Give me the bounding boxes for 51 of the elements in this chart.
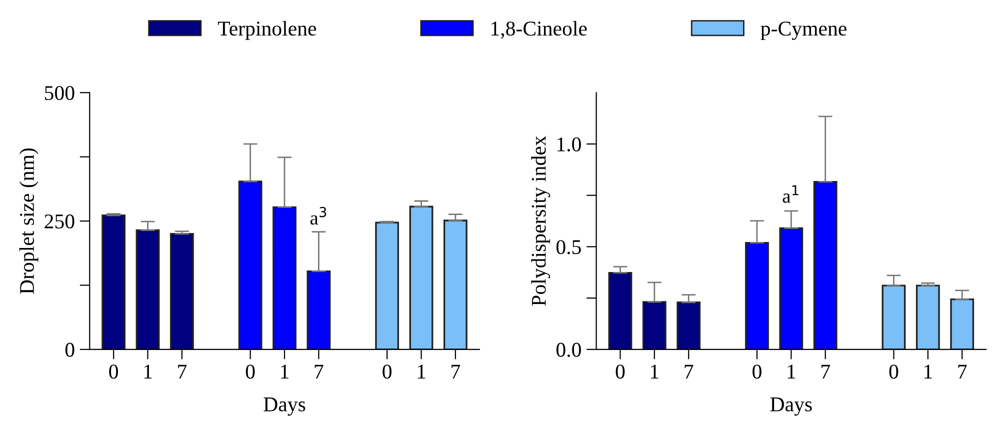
- x-tick-label: 0: [109, 364, 118, 379]
- bar: [950, 298, 974, 350]
- x-tick-label: 1: [281, 364, 288, 378]
- bar: [375, 222, 400, 350]
- bar: [916, 284, 940, 350]
- x-tick-label: 7: [452, 364, 460, 378]
- bar: [136, 229, 160, 350]
- y-tick-label: 1.0: [558, 137, 581, 152]
- x-tick-label: 1: [651, 364, 658, 378]
- bar: [102, 214, 126, 350]
- y-tick-label: 0: [65, 342, 74, 357]
- x-axis-title: Days: [264, 398, 306, 416]
- x-tick-label: 7: [314, 364, 324, 378]
- x-tick-label: 7: [822, 364, 830, 378]
- bar: [608, 272, 632, 350]
- y-tick-label: 0.5: [556, 240, 581, 254]
- y-tick-label: 500: [45, 86, 74, 100]
- x-tick-label: 1: [924, 364, 932, 378]
- x-tick-label: 0: [616, 364, 625, 379]
- y-tick-label: 250: [44, 214, 74, 228]
- y-axis-title: Polydispersity index: [531, 136, 550, 306]
- x-tick-label: 0: [246, 364, 255, 379]
- bar: [306, 270, 331, 350]
- x-tick-label: 7: [684, 364, 694, 378]
- bar: [444, 220, 468, 350]
- bar: [409, 206, 434, 350]
- legend-label: Terpinolene: [218, 20, 316, 40]
- bar: [882, 284, 906, 350]
- x-tick-label: 1: [418, 364, 426, 378]
- x-tick-label: 0: [889, 364, 898, 379]
- legend-label: 1,8-Cineole: [492, 20, 587, 39]
- y-axis-title: Droplet size (nm): [19, 148, 38, 294]
- x-tick-label: 1: [144, 364, 152, 378]
- bar: [642, 301, 666, 350]
- x-axis-title: Days: [770, 398, 812, 416]
- bar: [170, 233, 194, 350]
- x-tick-label: 0: [382, 364, 392, 379]
- x-tick-label: 7: [958, 364, 967, 378]
- bar: [779, 227, 804, 350]
- x-tick-label: 7: [178, 364, 187, 378]
- bar: [272, 206, 296, 350]
- bar: [676, 302, 701, 350]
- bar: [813, 180, 838, 350]
- bar: [238, 180, 262, 350]
- x-tick-label: 1: [788, 364, 796, 378]
- bar: [745, 242, 769, 350]
- y-tick-label: 0.0: [556, 342, 581, 357]
- annotation: a$^{3}$: [310, 206, 326, 225]
- x-tick-label: 0: [752, 364, 762, 379]
- annotation: a$^{1}$: [782, 185, 798, 203]
- legend-label: p-Cymene: [760, 22, 846, 40]
